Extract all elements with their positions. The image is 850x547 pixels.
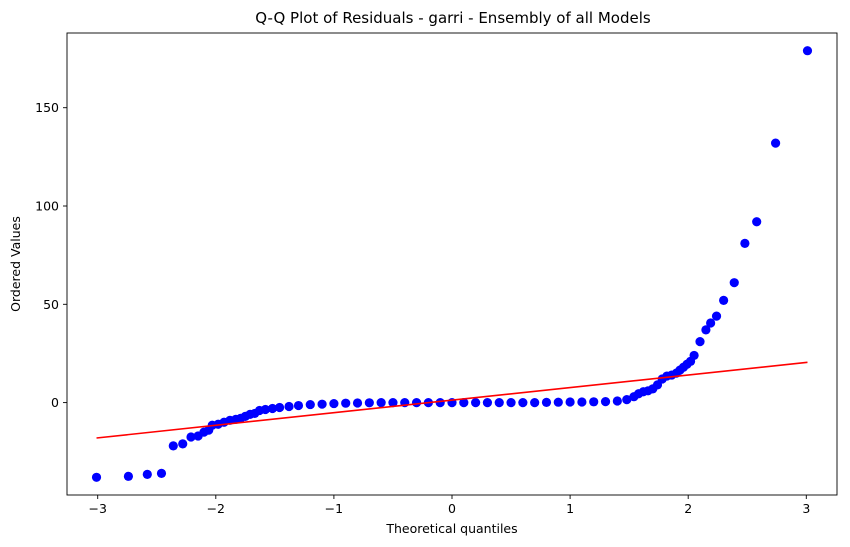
- data-point: [770, 138, 781, 148]
- data-point: [142, 469, 152, 479]
- data-point: [553, 397, 563, 407]
- x-tick-label: 2: [684, 501, 692, 516]
- data-point: [459, 398, 469, 408]
- data-point: [711, 311, 722, 321]
- data-point: [376, 398, 386, 408]
- data-point: [518, 398, 528, 408]
- data-point: [719, 295, 729, 305]
- axes-frame: [66, 32, 838, 496]
- data-point: [530, 398, 540, 408]
- data-point: [274, 402, 285, 413]
- data-point: [706, 318, 716, 328]
- y-tick-label: 150: [35, 100, 59, 115]
- data-point: [695, 337, 705, 347]
- data-point: [284, 401, 294, 412]
- data-point: [589, 397, 599, 407]
- data-point: [612, 396, 622, 406]
- data-point: [317, 399, 327, 409]
- data-point: [364, 398, 374, 408]
- data-point: [411, 398, 422, 408]
- data-point: [752, 217, 762, 227]
- x-tick-label: 3: [802, 501, 810, 516]
- x-tick-label: 0: [448, 501, 456, 516]
- x-axis-ticks: −3 −2 −1 0 1 2 3: [88, 495, 810, 516]
- data-point: [494, 398, 504, 408]
- data-point: [168, 441, 178, 451]
- x-tick-label: −2: [207, 501, 225, 516]
- data-point: [260, 404, 271, 415]
- data-point: [352, 398, 363, 408]
- data-point: [471, 398, 481, 408]
- data-point: [329, 398, 339, 409]
- data-point: [178, 439, 188, 449]
- data-point: [267, 403, 278, 414]
- data-point: [341, 398, 351, 408]
- data-point: [91, 472, 102, 482]
- x-tick-label: −1: [325, 501, 343, 516]
- data-point: [600, 397, 611, 407]
- y-tick-label: 0: [51, 395, 59, 410]
- y-axis-label: Ordered Values: [8, 216, 23, 312]
- x-tick-label: 1: [566, 501, 574, 516]
- y-tick-label: 100: [35, 199, 59, 214]
- data-point: [506, 398, 516, 408]
- x-tick-label: −3: [88, 501, 106, 516]
- y-tick-label: 50: [43, 297, 59, 312]
- data-point: [293, 400, 304, 411]
- data-point: [186, 432, 196, 442]
- data-point: [689, 350, 699, 361]
- plot-area: [91, 46, 813, 482]
- reference-line: [96, 361, 808, 439]
- data-point: [802, 46, 813, 56]
- y-axis-ticks: 0 50 100 150: [35, 100, 67, 410]
- x-axis-label: Theoretical quantiles: [385, 521, 517, 536]
- data-point: [701, 325, 711, 335]
- data-point: [156, 468, 167, 478]
- data-point: [482, 398, 493, 408]
- data-point: [729, 278, 739, 288]
- data-point: [541, 397, 552, 408]
- data-point: [565, 397, 575, 407]
- data-point: [305, 399, 315, 410]
- data-point: [577, 397, 587, 407]
- data-point: [622, 395, 632, 405]
- data-point: [435, 398, 445, 408]
- data-point: [388, 398, 398, 408]
- chart-title: Q-Q Plot of Residuals - garri - Ensembly…: [255, 9, 651, 27]
- data-point: [123, 471, 134, 481]
- data-point: [740, 238, 750, 248]
